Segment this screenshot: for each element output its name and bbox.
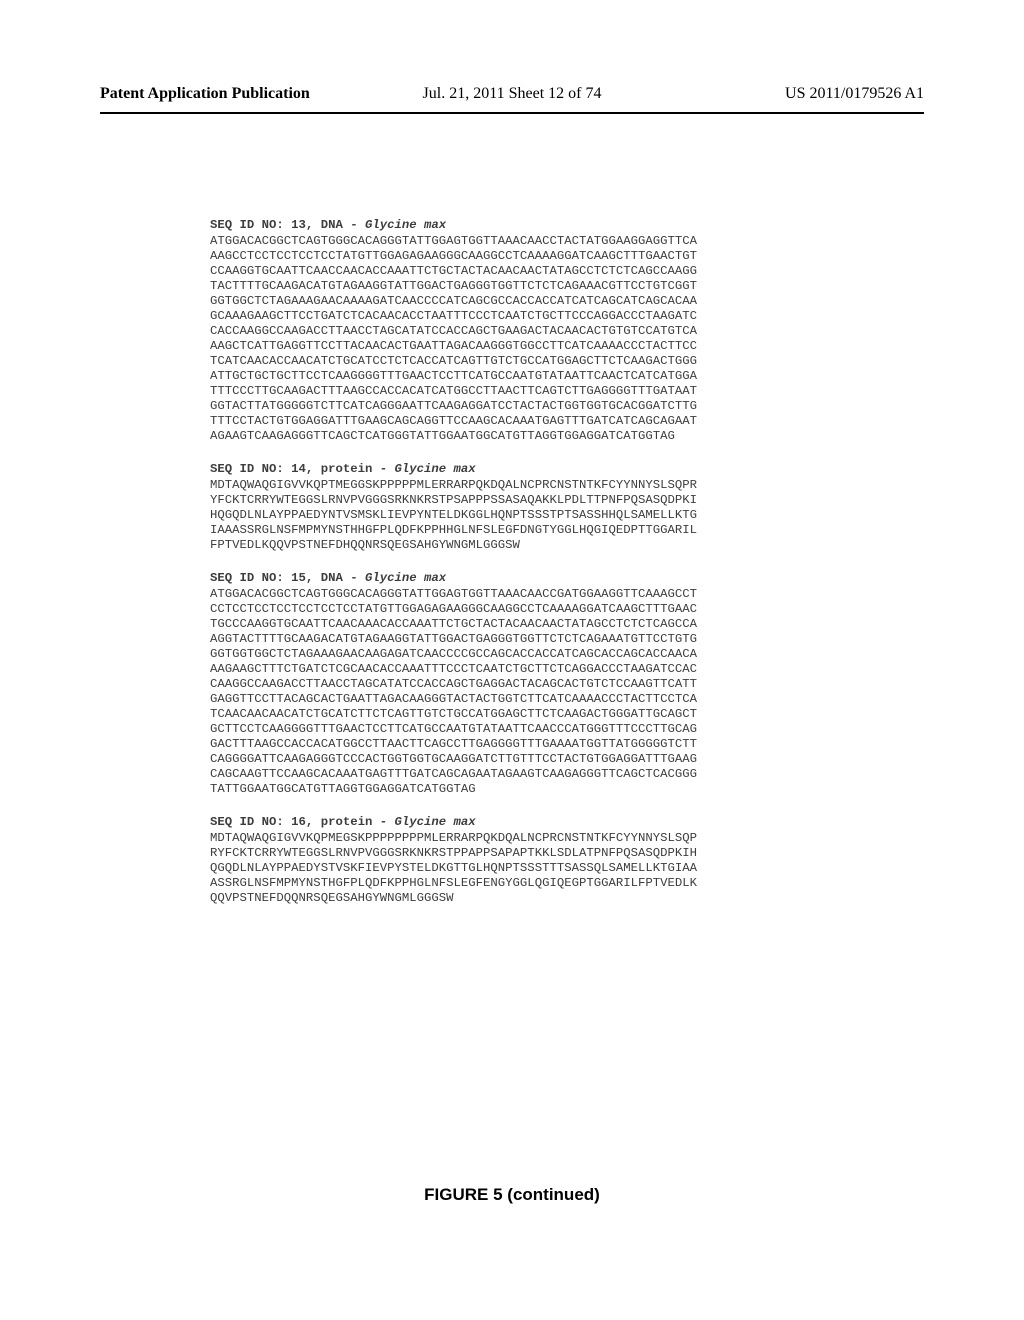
seq-block: ATGGACACGGCTCAGTGGGCACAGGGTATTGGAGTGGTTA…: [210, 234, 914, 444]
header-right: US 2011/0179526 A1: [785, 85, 924, 103]
seq-organism: Glycine max: [365, 218, 446, 232]
seq-title-prefix: SEQ ID NO: 14, protein -: [210, 462, 394, 476]
header-left: Patent Application Publication: [100, 85, 310, 103]
seq-block: MDTAQWAQGIGVVKQPMEGSKPPPPPPPPMLERRARPQKD…: [210, 831, 914, 906]
seq-title-prefix: SEQ ID NO: 16, protein -: [210, 815, 394, 829]
seq-organism: Glycine max: [365, 571, 446, 585]
seq-organism: Glycine max: [394, 462, 475, 476]
seq-block: ATGGACACGGCTCAGTGGGCACAGGGTATTGGAGTGGTTA…: [210, 587, 914, 797]
header-middle: Jul. 21, 2011 Sheet 12 of 74: [423, 85, 602, 103]
patent-page: Patent Application Publication Jul. 21, …: [0, 0, 1024, 1320]
seq-title: SEQ ID NO: 15, DNA - Glycine max: [210, 571, 914, 586]
seq-title-prefix: SEQ ID NO: 15, DNA -: [210, 571, 365, 585]
seq-block: MDTAQWAQGIGVVKQPTMEGGSKPPPPPMLERRARPQKDQ…: [210, 478, 914, 553]
seq-title: SEQ ID NO: 16, protein - Glycine max: [210, 815, 914, 830]
seq-title: SEQ ID NO: 13, DNA - Glycine max: [210, 218, 914, 233]
sequence-content: SEQ ID NO: 13, DNA - Glycine maxATGGACAC…: [210, 200, 914, 906]
figure-caption: FIGURE 5 (continued): [0, 1185, 1024, 1205]
seq-title: SEQ ID NO: 14, protein - Glycine max: [210, 462, 914, 477]
header-rule: [100, 112, 924, 114]
seq-organism: Glycine max: [394, 815, 475, 829]
seq-title-prefix: SEQ ID NO: 13, DNA -: [210, 218, 365, 232]
